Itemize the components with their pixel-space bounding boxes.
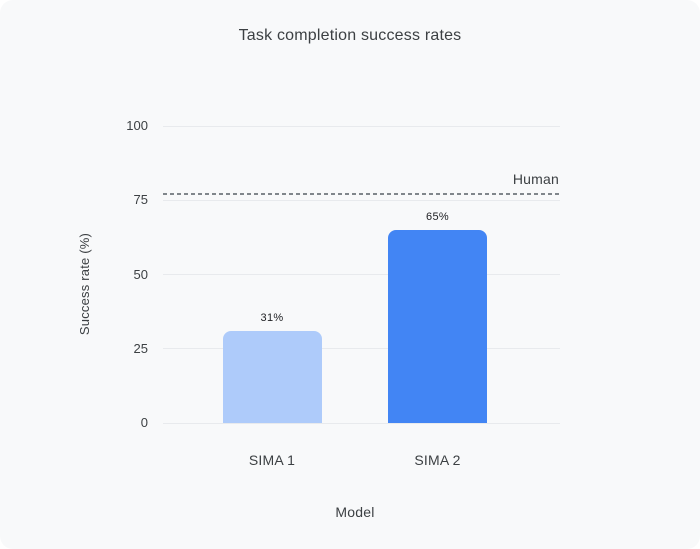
chart-title: Task completion success rates: [238, 27, 462, 44]
y-axis-tick-labels: 0 25 50 75 100: [96, 118, 148, 430]
gridline: [163, 199, 560, 201]
gridline: [163, 348, 560, 350]
human-reference-line: [163, 193, 560, 196]
gridline: [163, 422, 560, 424]
y-tick-label: 50: [133, 266, 148, 282]
human-reference-label: Human: [512, 171, 559, 188]
y-tick-label: 0: [140, 415, 148, 430]
x-axis-tick-labels: SIMA 1 SIMA 2: [163, 452, 560, 472]
y-tick-label: 25: [133, 340, 148, 356]
gridline: [163, 274, 560, 275]
x-tick-label-sima-2: SIMA 2: [414, 452, 461, 468]
bar-sima-1: [222, 330, 322, 423]
plot-area: 31% 65% Human: [163, 125, 560, 424]
y-axis-title: Success rate (%): [77, 232, 92, 336]
y-tick-label: 75: [133, 192, 148, 208]
bar-value-label-sima-1: 31%: [260, 311, 284, 324]
y-tick-label: 100: [126, 118, 148, 133]
x-tick-label-sima-1: SIMA 1: [248, 452, 296, 468]
bar-value-label-sima-2: 65%: [426, 210, 449, 223]
x-axis-title: Model: [335, 504, 375, 520]
bar-sima-2: [388, 229, 487, 423]
gridline: [163, 125, 560, 127]
